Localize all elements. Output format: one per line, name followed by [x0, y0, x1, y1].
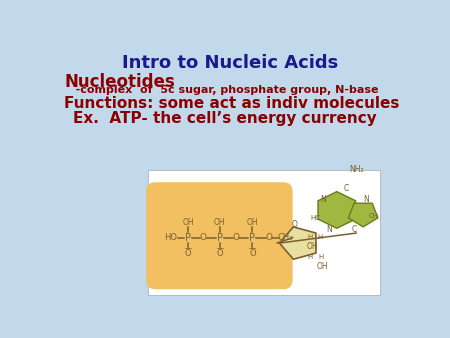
Text: OH: OH [247, 218, 258, 227]
Text: O: O [184, 248, 191, 258]
Text: P: P [185, 233, 191, 243]
Text: O: O [216, 248, 223, 258]
Text: N: N [320, 195, 326, 204]
Text: P: P [249, 233, 255, 243]
FancyBboxPatch shape [148, 170, 380, 295]
Text: -complex  of  5c sugar, phosphate group, N-base: -complex of 5c sugar, phosphate group, N… [64, 85, 378, 95]
Text: O: O [233, 233, 239, 242]
Text: CH₂: CH₂ [278, 233, 293, 242]
Text: Nucleotides: Nucleotides [64, 73, 175, 91]
Polygon shape [348, 203, 378, 227]
Text: N: N [364, 195, 369, 204]
Text: HO: HO [164, 233, 177, 242]
Text: HC: HC [310, 215, 320, 221]
Text: OH: OH [214, 218, 225, 227]
Text: P: P [217, 233, 223, 243]
FancyBboxPatch shape [146, 182, 292, 289]
Text: H: H [308, 254, 313, 260]
Polygon shape [318, 192, 356, 228]
Text: O: O [200, 233, 207, 242]
Text: H: H [308, 234, 313, 240]
Text: C: C [343, 184, 349, 193]
Text: OH: OH [316, 262, 328, 271]
Text: O: O [292, 220, 298, 229]
Text: H: H [319, 254, 324, 260]
Text: O: O [249, 248, 256, 258]
Text: Intro to Nucleic Acids: Intro to Nucleic Acids [122, 54, 339, 72]
Text: N: N [326, 225, 332, 235]
Text: CH: CH [369, 213, 379, 219]
Text: H: H [317, 234, 322, 240]
Text: NH₂: NH₂ [349, 165, 364, 174]
Text: Ex.  ATP- the cell’s energy currency: Ex. ATP- the cell’s energy currency [73, 112, 377, 126]
Polygon shape [279, 227, 316, 259]
Text: Functions: some act as indiv molecules: Functions: some act as indiv molecules [64, 96, 400, 111]
Text: C: C [351, 225, 356, 235]
Text: O: O [265, 233, 272, 242]
Text: OH: OH [306, 242, 318, 251]
Text: OH: OH [182, 218, 194, 227]
